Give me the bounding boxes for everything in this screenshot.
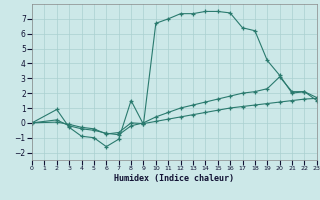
X-axis label: Humidex (Indice chaleur): Humidex (Indice chaleur) [115, 174, 234, 183]
